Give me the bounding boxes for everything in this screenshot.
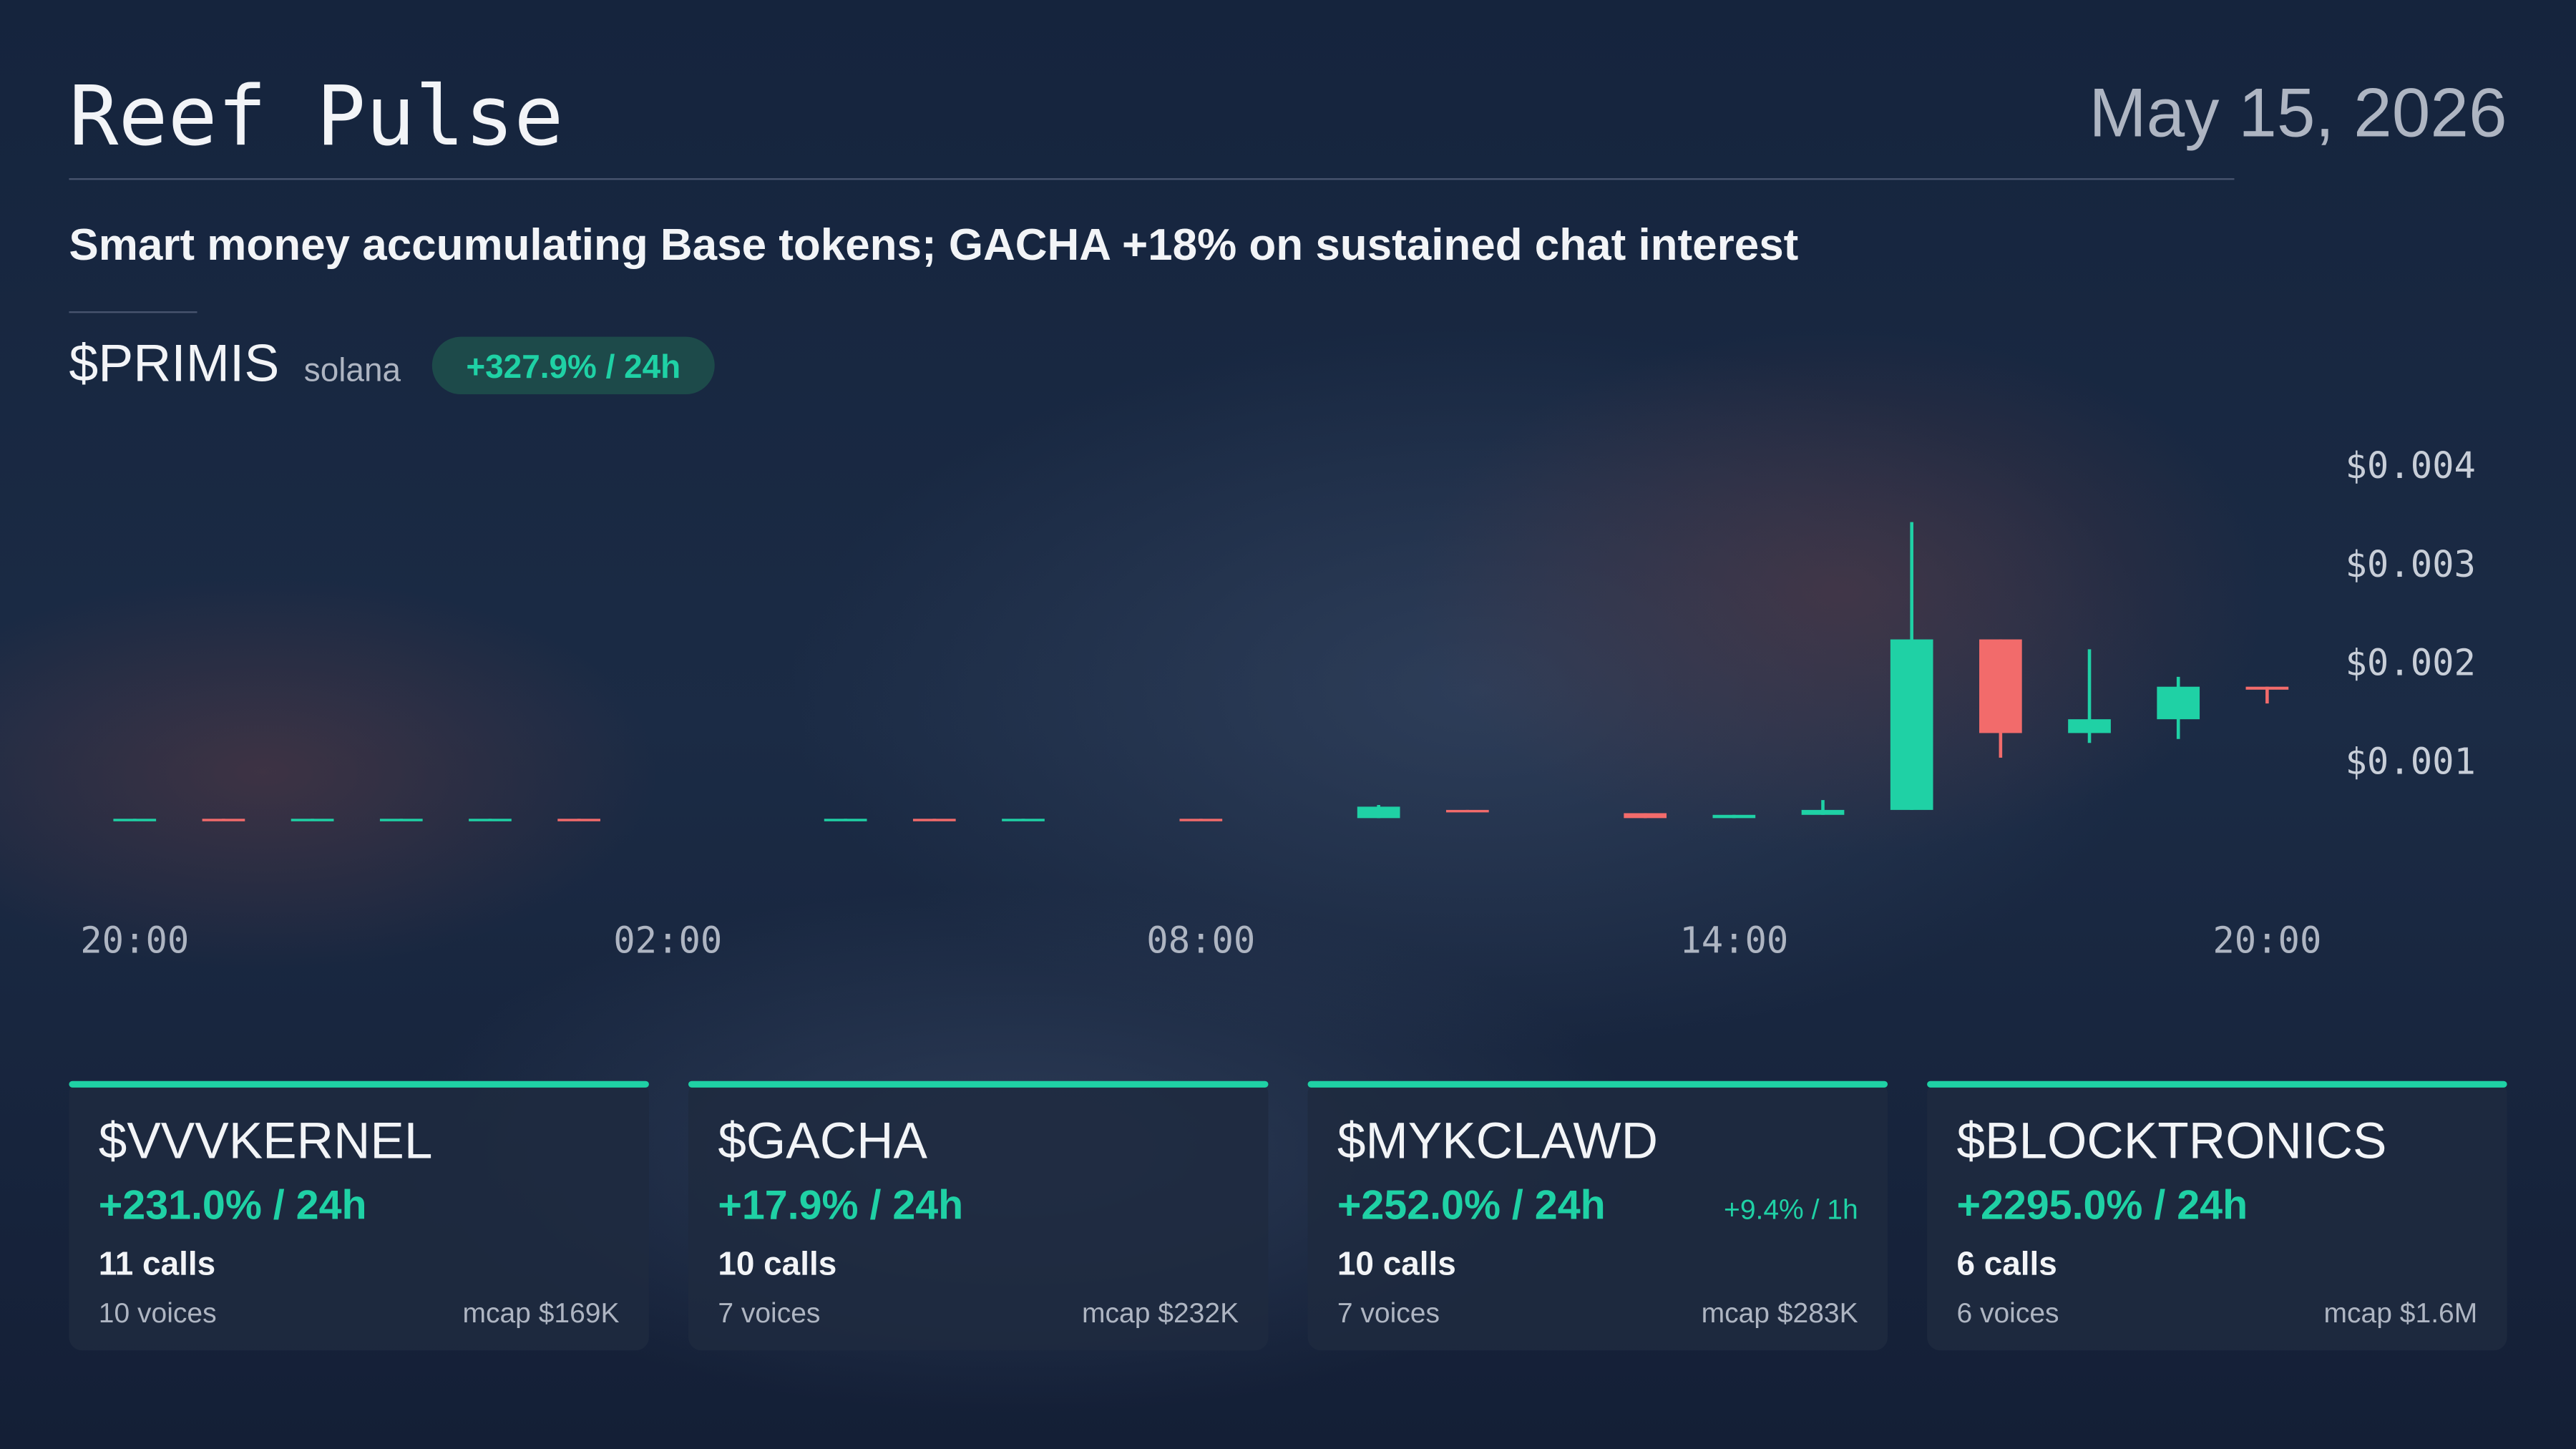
candle-body [912, 819, 956, 821]
card-mcap: mcap $232K [1082, 1298, 1239, 1329]
x-tick-label: 20:00 [2212, 919, 2321, 962]
card [1307, 1080, 1888, 1351]
candle-body [469, 819, 512, 821]
card-change: +252.0% / 24h [1337, 1183, 1606, 1229]
candle-body [1624, 813, 1667, 819]
candle-body [2245, 686, 2289, 690]
candle-body [1179, 819, 1223, 821]
candle-body [824, 819, 867, 821]
card-change: +17.9% / 24h [718, 1183, 963, 1229]
y-tick-label: $0.002 [2346, 642, 2476, 684]
card-ticker: $GACHA [718, 1113, 927, 1170]
candle-body [1890, 639, 1933, 810]
candle-body [2157, 686, 2200, 720]
card-calls: 10 calls [718, 1245, 836, 1282]
badge-text: +327.9% / 24h [466, 348, 680, 385]
candle-body [1712, 814, 1756, 819]
chart-subtitle: solana [304, 351, 401, 389]
headline: Smart money accumulating Base tokens; GA… [69, 220, 1798, 270]
candle-body [1979, 639, 2022, 733]
card-accent [69, 1080, 649, 1088]
card-voices: 7 voices [1337, 1298, 1440, 1329]
candle-body [1445, 809, 1489, 813]
card-change-1h: +9.4% / 1h [1724, 1195, 1858, 1226]
card-ticker: $MYKCLAWD [1337, 1113, 1658, 1170]
x-tick-label: 02:00 [613, 919, 722, 962]
card-ticker: $VVVKERNEL [99, 1113, 433, 1170]
card-calls: 10 calls [1337, 1245, 1456, 1282]
card-voices: 6 voices [1956, 1298, 2059, 1329]
candle-body [379, 819, 423, 821]
chart: $0.001 $0.002 $0.003 $0.004 20:00 02:00 08:00 1… [80, 444, 2476, 962]
card-change: +2295.0% / 24h [1956, 1183, 2248, 1229]
candle-body [1357, 806, 1400, 819]
card-accent [688, 1080, 1269, 1088]
card-voices: 10 voices [99, 1298, 217, 1329]
card-calls: 6 calls [1956, 1245, 2057, 1282]
x-tick-label: 14:00 [1679, 919, 1788, 962]
card-calls: 11 calls [99, 1245, 215, 1282]
card [1927, 1080, 2507, 1351]
card-ticker: $BLOCKTRONICS [1956, 1113, 2386, 1170]
candle-body [1002, 819, 1045, 821]
card-accent [1927, 1080, 2507, 1088]
date: May 15, 2026 [2089, 75, 2507, 152]
candle-body [202, 819, 245, 821]
card-mcap: mcap $1.6M [2324, 1298, 2478, 1329]
badge [431, 336, 715, 395]
candle-body [113, 819, 157, 821]
app-title: Reef Pulse [69, 69, 563, 165]
candle-body [1801, 809, 1845, 815]
backdrop [1413, 328, 2268, 854]
card-accent [1307, 1080, 1888, 1088]
y-tick-label: $0.001 [2346, 740, 2476, 782]
candle-body [557, 819, 600, 821]
card-change: +231.0% / 24h [99, 1183, 367, 1229]
card [69, 1080, 649, 1351]
x-tick-label: 20:00 [80, 919, 189, 962]
card-voices: 7 voices [718, 1298, 820, 1329]
candle-body [2068, 719, 2111, 733]
y-tick-label: $0.004 [2346, 444, 2476, 487]
candle-body [291, 819, 334, 821]
card-mcap: mcap $169K [462, 1298, 619, 1329]
x-tick-label: 08:00 [1146, 919, 1255, 962]
backdrop [0, 575, 658, 970]
y-tick-label: $0.003 [2346, 543, 2476, 585]
card [688, 1080, 1269, 1351]
card-mcap: mcap $283K [1702, 1298, 1858, 1329]
cards: $VVVKERNEL +231.0% / 24h 11 calls 10 voices… [69, 1080, 2507, 1351]
chart-title: $PRIMIS [69, 333, 279, 393]
